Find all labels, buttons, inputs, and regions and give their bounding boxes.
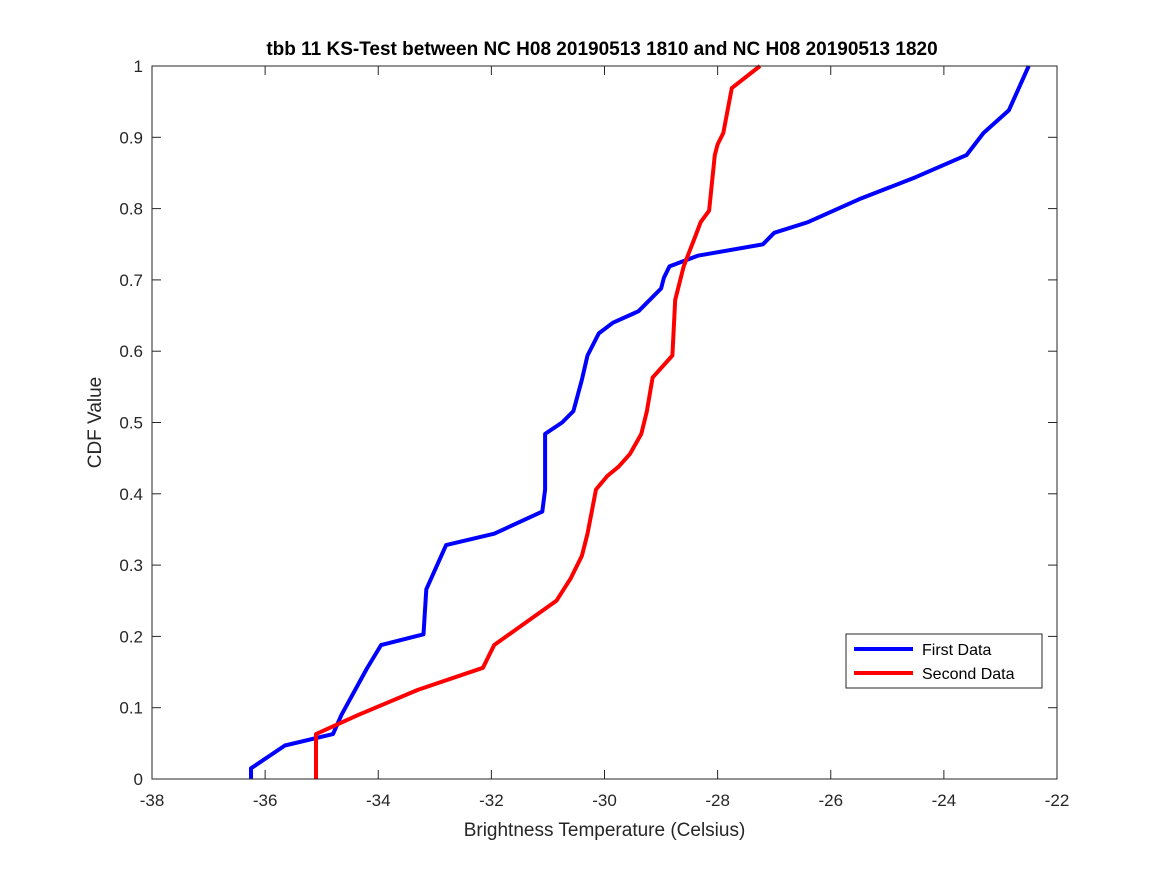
y-tick-label: 0.2	[119, 627, 143, 646]
plot-box	[151, 65, 1058, 780]
x-axis-label: Brightness Temperature (Celsius)	[464, 820, 746, 841]
y-tick-label: 1	[134, 57, 143, 76]
x-tick-label: -38	[140, 791, 165, 810]
y-tick-label: 0.3	[119, 556, 143, 575]
y-tick-label: 0.7	[119, 271, 143, 290]
x-tick-label: -36	[253, 791, 278, 810]
y-tick-label: 0.5	[119, 414, 143, 433]
series-line-2	[314, 64, 762, 779]
x-tick-label: -30	[592, 791, 617, 810]
y-axis-label: CDF Value	[85, 377, 106, 469]
y-tick-label: 0.9	[119, 128, 143, 147]
x-tick-label: -28	[705, 791, 730, 810]
chart-title: tbb 11 KS-Test between NC H08 20190513 1…	[266, 39, 937, 60]
legend: First Data Second Data	[845, 633, 1043, 689]
series-lines	[249, 64, 1031, 779]
x-tick-label: -34	[366, 791, 391, 810]
y-tick-label: 0.1	[119, 699, 143, 718]
y-tick-label: 0.8	[119, 200, 143, 219]
x-tick-label: -22	[1045, 791, 1070, 810]
x-tick-label: -26	[818, 791, 843, 810]
x-tick-label: -24	[932, 791, 957, 810]
axis-ticks: -38 -36 -34 -32 -30 -28 -26 -24 -22 0 0.1 0.2 0.3 0.4…	[119, 57, 1069, 810]
y-tick-label: 0	[134, 770, 143, 789]
legend-label-1: First Data	[922, 642, 991, 659]
y-tick-label: 0.6	[119, 342, 143, 361]
series-line-1	[249, 65, 1031, 779]
y-tick-label: 0.4	[119, 485, 143, 504]
legend-label-2: Second Data	[922, 666, 1015, 683]
legend-box	[845, 633, 1043, 689]
x-tick-label: -32	[479, 791, 504, 810]
